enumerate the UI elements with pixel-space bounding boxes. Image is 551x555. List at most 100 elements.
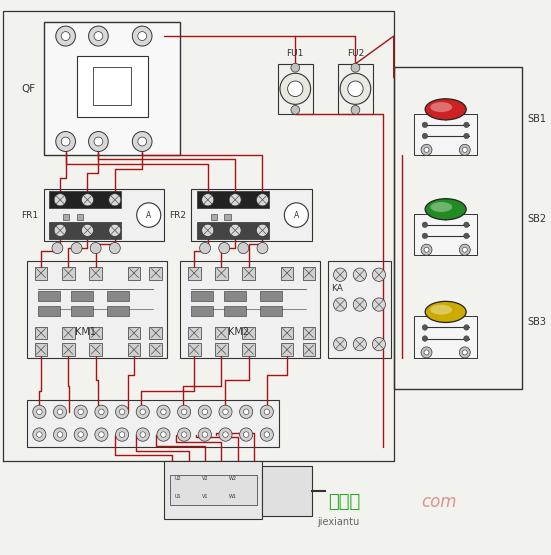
Circle shape — [460, 144, 470, 155]
Circle shape — [240, 428, 253, 441]
Circle shape — [116, 405, 128, 418]
FancyBboxPatch shape — [49, 222, 121, 239]
Circle shape — [138, 32, 147, 41]
Circle shape — [333, 268, 347, 281]
Text: A: A — [294, 210, 299, 220]
Circle shape — [52, 243, 63, 254]
FancyBboxPatch shape — [280, 266, 294, 280]
Circle shape — [219, 405, 232, 418]
Circle shape — [424, 248, 429, 252]
Circle shape — [460, 347, 470, 358]
FancyBboxPatch shape — [38, 291, 60, 301]
Text: 接线图: 接线图 — [328, 493, 360, 511]
Circle shape — [57, 432, 63, 437]
Circle shape — [372, 268, 386, 281]
Ellipse shape — [430, 305, 452, 315]
Circle shape — [161, 432, 166, 437]
Circle shape — [260, 405, 273, 418]
FancyBboxPatch shape — [414, 214, 477, 255]
Circle shape — [264, 432, 269, 437]
Ellipse shape — [425, 301, 466, 322]
FancyBboxPatch shape — [149, 326, 162, 340]
Circle shape — [140, 432, 145, 437]
Circle shape — [460, 244, 470, 255]
Circle shape — [99, 409, 104, 415]
Circle shape — [95, 428, 108, 441]
Circle shape — [462, 350, 467, 355]
FancyBboxPatch shape — [215, 266, 228, 280]
Circle shape — [94, 137, 103, 146]
Circle shape — [291, 63, 300, 72]
Circle shape — [82, 194, 94, 206]
Circle shape — [109, 194, 121, 206]
Text: jiexiantu: jiexiantu — [317, 517, 359, 527]
Circle shape — [256, 224, 268, 236]
FancyBboxPatch shape — [191, 291, 213, 301]
Text: SB2: SB2 — [528, 214, 547, 224]
Circle shape — [56, 26, 75, 46]
FancyBboxPatch shape — [188, 343, 201, 356]
Circle shape — [244, 409, 249, 415]
Circle shape — [288, 81, 303, 97]
Circle shape — [219, 428, 232, 441]
FancyBboxPatch shape — [77, 214, 83, 220]
Circle shape — [181, 409, 187, 415]
FancyBboxPatch shape — [215, 326, 228, 340]
Ellipse shape — [430, 102, 452, 112]
Circle shape — [157, 428, 170, 441]
FancyBboxPatch shape — [260, 291, 282, 301]
FancyBboxPatch shape — [215, 343, 228, 356]
Circle shape — [33, 428, 46, 441]
FancyBboxPatch shape — [44, 22, 180, 155]
Circle shape — [219, 243, 230, 254]
Circle shape — [198, 428, 212, 441]
Circle shape — [422, 122, 428, 128]
Circle shape — [372, 298, 386, 311]
FancyBboxPatch shape — [242, 326, 255, 340]
Circle shape — [71, 243, 82, 254]
FancyBboxPatch shape — [414, 114, 477, 155]
Circle shape — [202, 194, 214, 206]
Circle shape — [238, 243, 249, 254]
Text: KM2: KM2 — [229, 327, 250, 337]
Circle shape — [229, 194, 241, 206]
Circle shape — [223, 432, 228, 437]
Circle shape — [132, 26, 152, 46]
Circle shape — [61, 137, 70, 146]
Circle shape — [333, 298, 347, 311]
Circle shape — [54, 224, 66, 236]
Text: FR2: FR2 — [169, 210, 186, 220]
FancyBboxPatch shape — [224, 291, 246, 301]
FancyBboxPatch shape — [89, 343, 102, 356]
Circle shape — [89, 132, 108, 152]
Circle shape — [422, 336, 428, 341]
Text: com: com — [421, 493, 457, 511]
FancyBboxPatch shape — [149, 266, 162, 280]
Circle shape — [353, 337, 366, 351]
Circle shape — [353, 268, 366, 281]
Circle shape — [223, 409, 228, 415]
FancyBboxPatch shape — [302, 343, 315, 356]
Circle shape — [421, 244, 432, 255]
Text: V1: V1 — [202, 494, 208, 500]
FancyBboxPatch shape — [149, 343, 162, 356]
FancyBboxPatch shape — [49, 191, 121, 208]
FancyBboxPatch shape — [280, 326, 294, 340]
Circle shape — [351, 63, 360, 72]
Circle shape — [95, 405, 108, 418]
Circle shape — [82, 224, 94, 236]
Text: SB1: SB1 — [528, 114, 547, 124]
Circle shape — [422, 133, 428, 139]
FancyBboxPatch shape — [224, 214, 231, 220]
Circle shape — [61, 32, 70, 41]
Text: A: A — [146, 210, 152, 220]
FancyBboxPatch shape — [242, 266, 255, 280]
Circle shape — [240, 405, 253, 418]
Circle shape — [78, 432, 83, 437]
FancyBboxPatch shape — [164, 461, 262, 519]
Circle shape — [422, 325, 428, 330]
Circle shape — [202, 224, 214, 236]
Circle shape — [89, 26, 108, 46]
FancyBboxPatch shape — [197, 222, 269, 239]
FancyBboxPatch shape — [170, 475, 257, 505]
